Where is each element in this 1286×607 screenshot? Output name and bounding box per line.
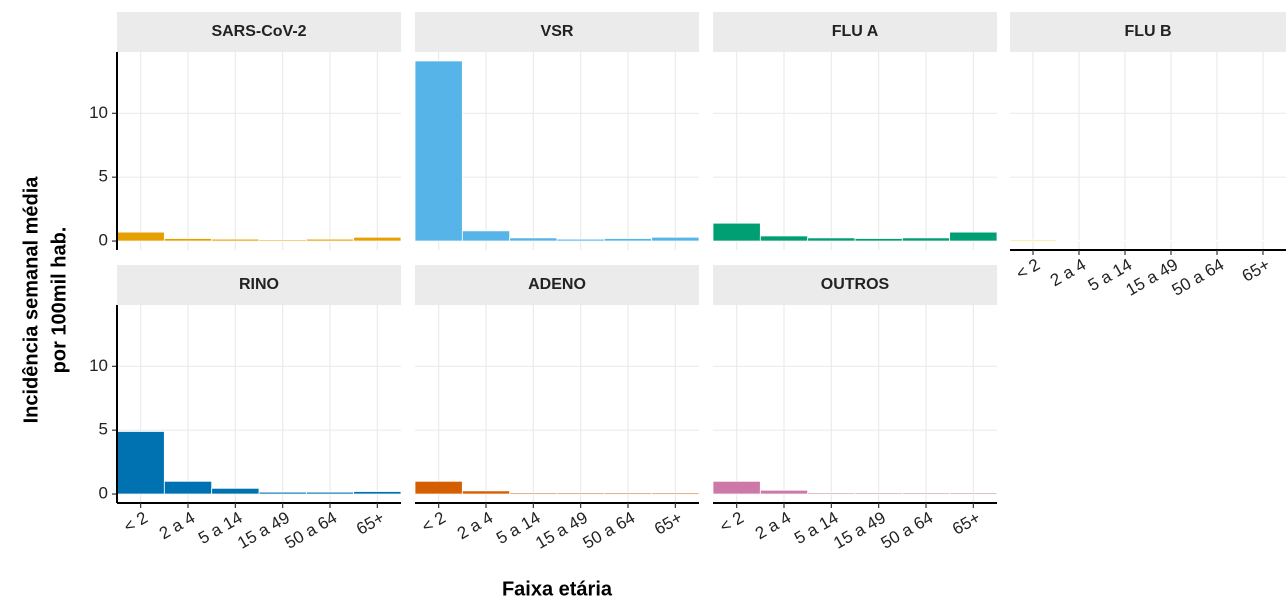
bar [949,492,998,495]
strip-background [415,12,699,52]
y-axis-title: Incidência semanal média [20,176,42,424]
x-tick-label: 2 a 4 [1047,255,1089,290]
x-tick-label: 15 a 49 [234,508,293,553]
bar [353,491,402,495]
x-tick-label: 50 a 64 [282,508,341,553]
y-tick-label: 0 [99,484,108,503]
bar [116,431,165,495]
x-tick-label: < 2 [419,508,449,537]
x-tick-label: 50 a 64 [1169,255,1228,300]
bar [949,231,998,242]
x-tick-label: 65+ [1239,255,1274,286]
bar [211,487,260,495]
bar [603,492,653,495]
y-tick-label: 0 [99,231,108,250]
y-tick-label: 10 [89,103,108,122]
bar [1193,240,1241,242]
bar [807,237,856,242]
bar [305,238,355,242]
bar [163,480,213,495]
x-tick-label: 50 a 64 [580,508,639,553]
y-tick-label: 10 [89,356,108,375]
bar [651,236,700,242]
bar [651,492,700,495]
strip-background [713,12,997,52]
strip-label: SARS-CoV-2 [211,23,306,40]
strip-label: OUTROS [821,276,890,293]
y-tick-label: 5 [99,420,108,439]
bar [1101,240,1149,242]
x-tick-label: 65+ [949,508,984,539]
bar [509,492,558,495]
bar [414,60,463,242]
bar [163,238,213,242]
bar [1239,240,1286,242]
strip-background [117,265,401,305]
bar [258,491,307,495]
bar [305,491,355,495]
y-axis-title: por 100mil hab. [48,227,70,374]
bar [211,238,260,242]
bar [556,238,605,242]
bar [1009,239,1057,242]
x-tick-label: 50 a 64 [878,508,937,553]
bar [353,236,402,242]
bar [116,231,165,242]
x-tick-label: 15 a 49 [532,508,591,553]
bar [603,238,653,242]
bar [901,237,951,242]
x-tick-label: 15 a 49 [830,508,889,553]
x-tick-label: 65+ [651,508,686,539]
strip-background [415,265,699,305]
x-tick-label: 2 a 4 [156,508,198,543]
strip-background [117,12,401,52]
bar [1147,240,1195,242]
bar [807,492,856,495]
bar [854,238,903,242]
x-tick-label: 65+ [353,508,388,539]
bar [461,490,511,495]
strip-label: RINO [239,276,279,293]
x-axis-title: Faixa etária [502,578,613,600]
bar [759,489,809,495]
bar [712,480,761,495]
x-tick-label: 15 a 49 [1123,255,1182,300]
strip-label: VSR [541,23,574,40]
bar [759,235,809,242]
bar [556,492,605,495]
bar [712,222,761,242]
x-tick-label: < 2 [1013,255,1043,284]
bar [414,480,463,495]
strip-background [713,265,997,305]
x-tick-label: 2 a 4 [454,508,496,543]
strip-background [1010,12,1286,52]
y-tick-label: 5 [99,167,108,186]
strip-label: FLU B [1124,23,1171,40]
x-tick-label: < 2 [121,508,151,537]
strip-label: FLU A [832,23,879,40]
x-tick-label: 2 a 4 [752,508,794,543]
x-tick-label: < 2 [717,508,747,537]
bar [509,237,558,242]
bar [258,239,307,242]
bar [854,492,903,495]
bar [901,492,951,495]
bar [461,230,511,242]
bar [1055,240,1103,242]
strip-label: ADENO [528,276,586,293]
